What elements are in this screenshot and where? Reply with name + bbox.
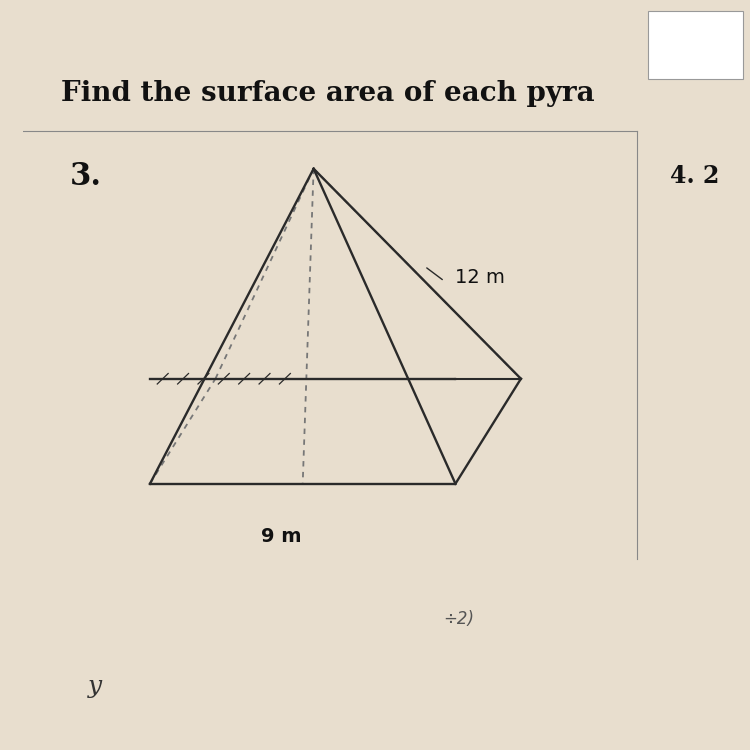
Text: 3.: 3. [70, 160, 102, 192]
Bar [648, 11, 742, 79]
Text: 4. 2: 4. 2 [670, 164, 719, 188]
Text: 12 m: 12 m [455, 268, 506, 287]
Text: y: y [88, 675, 103, 698]
Text: ÷2): ÷2) [443, 610, 475, 628]
Text: Find the surface area of each pyra: Find the surface area of each pyra [62, 80, 595, 107]
Text: 9 m: 9 m [261, 526, 302, 546]
